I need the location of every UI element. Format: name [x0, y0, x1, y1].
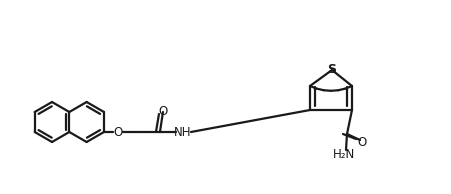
Text: O: O: [113, 126, 122, 139]
Text: H₂N: H₂N: [332, 147, 354, 160]
Text: O: O: [357, 135, 366, 148]
Text: NH: NH: [174, 126, 191, 139]
Text: S: S: [327, 63, 336, 76]
Text: O: O: [158, 106, 167, 119]
